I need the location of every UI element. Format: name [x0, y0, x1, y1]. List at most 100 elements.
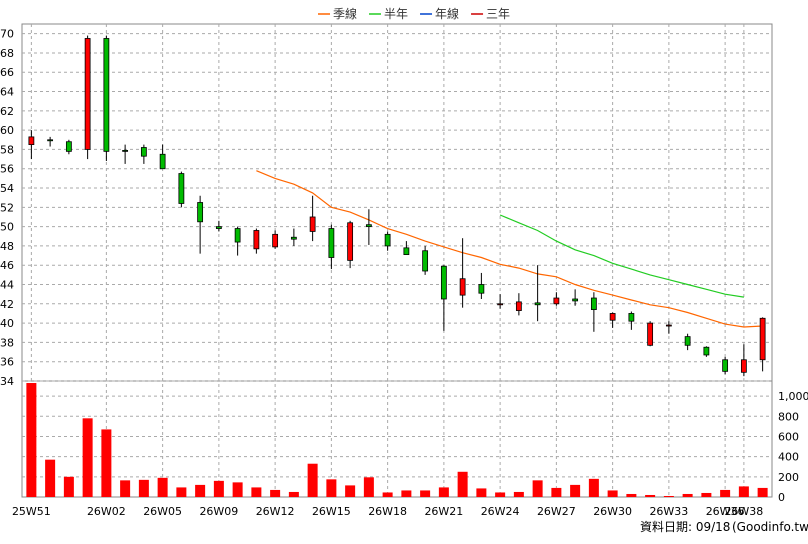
volume-bar — [495, 492, 506, 497]
price-panel — [21, 23, 773, 382]
volume-bar — [551, 487, 562, 497]
volume-bar — [738, 486, 749, 497]
price-tick-label: 42 — [0, 298, 14, 311]
candle-body — [28, 136, 35, 146]
candle-body — [497, 303, 504, 306]
price-tick-label: 34 — [0, 375, 14, 388]
volume-tick-label: 400 — [778, 451, 799, 464]
price-tick-label: 64 — [0, 86, 14, 99]
price-tick-label: 36 — [0, 356, 14, 369]
candle-body — [178, 173, 185, 204]
candle-body — [365, 224, 372, 228]
candle-body — [422, 250, 429, 272]
candle-body — [647, 322, 654, 346]
candle-body — [290, 236, 297, 240]
volume-bar — [757, 487, 768, 497]
volume-bar — [626, 493, 637, 497]
candle-body — [703, 346, 710, 356]
price-tick-label: 44 — [0, 279, 14, 292]
volume-bar — [232, 482, 243, 497]
candle-body — [328, 228, 335, 258]
x-tick-label: 26W15 — [312, 505, 351, 518]
candle-body — [534, 302, 541, 306]
volume-bar — [588, 478, 599, 497]
volume-panel — [21, 380, 773, 498]
x-tick-label: 26W30 — [593, 505, 632, 518]
x-tick-label: 26W09 — [199, 505, 238, 518]
volume-bar — [63, 476, 74, 497]
volume-bar — [513, 491, 524, 497]
volume-bar — [457, 471, 468, 497]
volume-bar — [663, 495, 674, 497]
price-tick-label: 54 — [0, 182, 14, 195]
candlesticks — [28, 35, 766, 377]
data-date-label: 資料日期: 09/18 — [640, 520, 730, 534]
volume-tick-label: 600 — [778, 430, 799, 443]
volume-bar — [82, 418, 93, 497]
candle-body — [197, 202, 204, 223]
candle-body — [553, 297, 560, 305]
x-tick-label: 26W12 — [256, 505, 295, 518]
x-tick-label: 26W02 — [87, 505, 126, 518]
volume-bar — [401, 490, 412, 497]
legend-label: 季線 — [333, 6, 357, 21]
volume-bar — [570, 484, 581, 497]
candle-body — [47, 139, 54, 142]
candle-body — [234, 228, 241, 243]
candle-body — [590, 297, 597, 310]
x-tick-label: 26W18 — [368, 505, 407, 518]
volume-bar — [345, 485, 356, 497]
x-tick-label: 26W27 — [537, 505, 576, 518]
x-tick-label: 26W33 — [649, 505, 688, 518]
candle-body — [740, 359, 747, 373]
candle-body — [403, 247, 410, 256]
candle-body — [440, 265, 447, 300]
legend-label: 年線 — [435, 6, 459, 21]
candle-body — [684, 336, 691, 346]
price-tick-label: 66 — [0, 66, 14, 79]
volume-bar — [157, 477, 168, 497]
x-tick-label: 26W05 — [143, 505, 182, 518]
price-tick-label: 56 — [0, 163, 14, 176]
candle-body — [122, 149, 129, 152]
candle-body — [665, 324, 672, 327]
ma-line-半年 — [499, 214, 744, 298]
candle-body — [384, 233, 391, 247]
volume-bar — [476, 488, 487, 497]
candle-body — [347, 222, 354, 261]
volume-bar — [607, 490, 618, 497]
volume-bar — [195, 484, 206, 497]
source-label: (Goodinfo.tw) — [732, 520, 808, 534]
x-tick-label: 26W36 — [706, 505, 745, 518]
volume-tick-label: 1,000 — [778, 390, 808, 403]
volume-bar — [26, 383, 37, 497]
candle-body — [628, 313, 635, 322]
price-tick-label: 46 — [0, 259, 14, 272]
moving-average-lines — [256, 170, 763, 328]
volume-bar — [326, 479, 337, 497]
volume-bar — [682, 493, 693, 497]
price-tick-label: 50 — [0, 221, 14, 234]
volume-bar — [720, 489, 731, 497]
candle-body — [572, 298, 579, 302]
volume-bar — [138, 479, 149, 497]
price-tick-label: 68 — [0, 47, 14, 60]
volume-bar — [288, 491, 299, 497]
price-tick-label: 58 — [0, 143, 14, 156]
volume-bar — [120, 480, 131, 497]
candle-body — [159, 153, 166, 170]
price-tick-label: 38 — [0, 336, 14, 349]
volume-bar — [363, 477, 374, 497]
candle-body — [478, 284, 485, 294]
volume-bar — [438, 487, 449, 497]
volume-bar — [251, 487, 262, 497]
candle-body — [215, 226, 222, 229]
candle-body — [722, 359, 729, 372]
axis-labels: 34 36 38 40 42 44 46 48 50 52 54 56 58 60 62 64 66 68 70 0 2… — [0, 28, 808, 518]
legend: 季線 半年 年線 三年 — [318, 6, 510, 21]
price-tick-label: 48 — [0, 240, 14, 253]
candle-body — [140, 147, 147, 157]
volume-bar — [532, 480, 543, 497]
